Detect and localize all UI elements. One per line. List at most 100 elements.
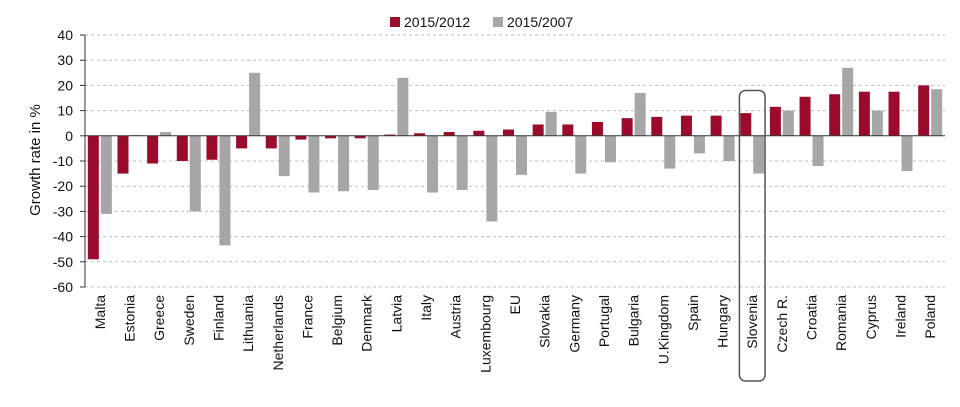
- bar-u-kingdom-2015-2007: [664, 135, 676, 169]
- bar-netherlands-2015-2012: [265, 135, 277, 149]
- x-tick-label: Poland: [922, 295, 938, 339]
- x-tick-label: Hungary: [715, 295, 731, 348]
- x-tick-label: Czech R.: [774, 295, 790, 353]
- y-axis-title: Growth rate in %: [27, 104, 44, 216]
- bar-france-2015-2007: [308, 135, 320, 193]
- highlight-box-slovenia: [738, 89, 766, 382]
- bar-malta-2015-2007: [100, 135, 112, 214]
- x-tick-label: U.Kingdom: [655, 295, 671, 364]
- y-tick-label: -60: [53, 279, 73, 295]
- bar-austria-2015-2007: [456, 135, 468, 190]
- bar-greece-2015-2007: [160, 132, 172, 136]
- bar-ireland-2015-2007: [901, 135, 913, 172]
- x-tick-label: Malta: [92, 295, 108, 329]
- x-tick-label: Germany: [566, 295, 582, 353]
- y-tick-label: 10: [57, 103, 73, 119]
- x-tick-label: Austria: [448, 295, 464, 339]
- bar-slovenia-2015-2007: [753, 135, 765, 174]
- x-tick-label: Finland: [210, 295, 226, 341]
- x-tick-label: Sweden: [181, 295, 197, 346]
- bar-portugal-2015-2007: [604, 135, 616, 163]
- bar-austria-2015-2012: [443, 132, 455, 136]
- bar-italy-2015-2007: [427, 135, 439, 193]
- y-axis: 40 30 20 10 0 -10 -20 -30 -40 -50 -60: [53, 27, 86, 295]
- bar-bulgaria-2015-2007: [634, 92, 646, 136]
- x-tick-label: Portugal: [596, 295, 612, 347]
- y-tick-label: -50: [53, 254, 73, 270]
- x-tick-label: Greece: [151, 295, 167, 341]
- x-tick-label: Spain: [685, 295, 701, 331]
- bar-germany-2015-2012: [562, 124, 574, 136]
- bar-sweden-2015-2007: [189, 135, 201, 212]
- bar-u-kingdom-2015-2012: [651, 116, 663, 136]
- x-tick-label: Romania: [833, 295, 849, 351]
- x-tick-label: Netherlands: [270, 295, 286, 371]
- bars: [85, 67, 945, 260]
- bar-slovakia-2015-2007: [545, 111, 557, 136]
- bar-france-2015-2012: [295, 135, 307, 140]
- x-tick-label: Estonia: [121, 295, 137, 342]
- bar-belgium-2015-2012: [325, 135, 337, 139]
- x-axis-labels: Malta Estonia Greece Sweden Finland Lithuania…: [92, 294, 938, 373]
- x-tick-label: Cyprus: [863, 295, 879, 339]
- bar-eu-2015-2012: [503, 129, 514, 136]
- y-tick-label: 30: [57, 52, 73, 68]
- bar-slovakia-2015-2012: [532, 124, 544, 136]
- bar-latvia-2015-2012: [384, 134, 396, 136]
- bar-lithuania-2015-2007: [249, 72, 261, 136]
- bar-czech-r--2015-2007: [782, 110, 794, 136]
- x-tick-label: Latvia: [388, 295, 404, 333]
- x-tick-label: Denmark: [359, 294, 375, 352]
- x-tick-label: France: [299, 295, 315, 339]
- bar-poland-2015-2012: [918, 85, 930, 136]
- y-tick-label: -10: [53, 153, 73, 169]
- bar-spain-2015-2007: [693, 135, 705, 154]
- bar-denmark-2015-2012: [354, 135, 366, 139]
- bar-malta-2015-2012: [87, 135, 99, 260]
- bar-slovenia-2015-2012: [740, 113, 752, 136]
- y-tick-label: 40: [57, 27, 73, 43]
- bar-finland-2015-2012: [206, 135, 218, 160]
- bar-romania-2015-2007: [842, 67, 854, 136]
- bar-estonia-2015-2012: [117, 135, 129, 174]
- bar-cyprus-2015-2012: [858, 91, 870, 136]
- bar-croatia-2015-2012: [799, 96, 811, 136]
- legend: 2015/2012 2015/2007: [390, 14, 573, 30]
- bar-germany-2015-2007: [575, 135, 587, 174]
- x-tick-label: EU: [507, 295, 523, 314]
- legend-swatch-2015-2007: [493, 17, 503, 27]
- bar-sweden-2015-2012: [176, 135, 188, 161]
- bar-denmark-2015-2007: [367, 135, 379, 190]
- y-tick-label: -20: [53, 178, 73, 194]
- bar-poland-2015-2007: [931, 89, 943, 136]
- bar-cyprus-2015-2007: [871, 110, 883, 136]
- bar-latvia-2015-2007: [397, 77, 409, 136]
- x-tick-label: Italy: [418, 295, 434, 321]
- x-tick-label: Ireland: [893, 295, 909, 338]
- bar-greece-2015-2012: [147, 135, 159, 164]
- x-tick-label: Bulgaria: [626, 295, 642, 347]
- legend-swatch-2015-2012: [390, 17, 400, 27]
- x-tick-label: Slovakia: [537, 295, 553, 348]
- bar-portugal-2015-2012: [591, 121, 603, 136]
- x-tick-label: Lithuania: [240, 295, 256, 352]
- bar-lithuania-2015-2012: [236, 135, 248, 149]
- y-tick-label: -40: [53, 229, 73, 245]
- x-tick-label: Slovenia: [744, 295, 760, 349]
- bar-luxembourg-2015-2012: [473, 130, 485, 136]
- y-tick-label: -30: [53, 203, 73, 219]
- bar-romania-2015-2012: [829, 94, 841, 136]
- bar-belgium-2015-2007: [338, 135, 350, 192]
- bar-croatia-2015-2007: [812, 135, 824, 167]
- x-tick-label: Belgium: [329, 295, 345, 346]
- bar-spain-2015-2012: [680, 115, 692, 136]
- y-tick-label: 20: [57, 77, 73, 93]
- legend-label-2015-2012: 2015/2012: [404, 14, 470, 30]
- legend-label-2015-2007: 2015/2007: [507, 14, 573, 30]
- bar-finland-2015-2007: [219, 135, 231, 246]
- bar-eu-2015-2007: [516, 135, 527, 175]
- y-tick-label: 0: [65, 128, 73, 144]
- x-tick-label: Croatia: [804, 295, 820, 340]
- x-tick-label: Luxembourg: [477, 295, 493, 373]
